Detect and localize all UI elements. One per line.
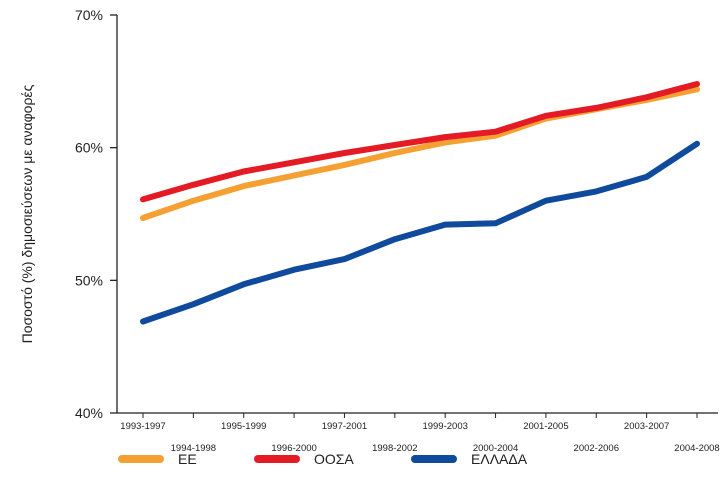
data-point [442,134,448,140]
data-point [694,141,700,147]
data-point [341,162,347,168]
x-tick-label: 1998-2002 [372,443,417,454]
data-point [694,86,700,92]
data-point [140,215,146,221]
data-point [392,236,398,242]
data-point [392,142,398,148]
data-point [644,174,650,180]
x-tick-label: 1995-1999 [221,421,266,432]
y-tick-label: 60% [75,140,103,156]
y-tick-label: 40% [75,405,103,421]
axes [116,15,718,414]
x-tick-label: 2001-2005 [523,421,568,432]
x-tick-label: 2003-2007 [624,421,669,432]
x-tick-label: 2002-2006 [574,443,619,454]
data-point [190,182,196,188]
series-line [140,81,700,203]
x-tick-label: 1996-2000 [271,443,316,454]
legend-label: ΟΟΣΑ [314,451,354,467]
x-tick-label: 2004-2008 [674,443,719,454]
y-axis-label: Ποσοστό (%) δημοσιεύσεων με αναφορές [19,84,35,343]
legend-label: ΕΛΛΑΔΑ [471,451,528,467]
x-tick-label: 1999-2003 [422,421,467,432]
series-lines [140,81,700,325]
x-tick-label: 1997-2001 [322,421,367,432]
data-point [341,150,347,156]
series-line [140,86,700,221]
data-point [291,267,297,273]
data-point [241,169,247,175]
data-point [442,139,448,145]
y-tick-label: 50% [75,272,103,288]
data-point [190,198,196,204]
data-point [241,183,247,189]
data-point [291,173,297,179]
data-point [543,198,549,204]
x-tick-label: 2000-2004 [473,443,518,454]
data-point [241,281,247,287]
legend: ΕΕ ΟΟΣΑ ΕΛΛΑΔΑ [118,451,528,467]
data-point [493,220,499,226]
data-point [442,222,448,228]
data-point [694,81,700,87]
data-point [341,256,347,262]
data-point [291,159,297,165]
x-tick-label: 1994-1998 [171,443,216,454]
data-point [593,188,599,194]
x-tick-label: 1993-1997 [120,421,165,432]
data-point [140,196,146,202]
legend-label: ΕΕ [178,451,197,467]
data-point [392,150,398,156]
y-tick-label: 70% [75,7,103,23]
data-point [493,129,499,135]
series-line [140,140,700,325]
data-point [190,301,196,307]
y-ticks: 40% 50% 60% 70% [75,7,117,421]
data-point [593,105,599,111]
data-point [644,94,650,100]
data-point [543,113,549,119]
x-ticks: 1993-1997 1994-1998 1995-1999 1996-2000 1997… [120,413,720,454]
data-point [140,318,146,324]
